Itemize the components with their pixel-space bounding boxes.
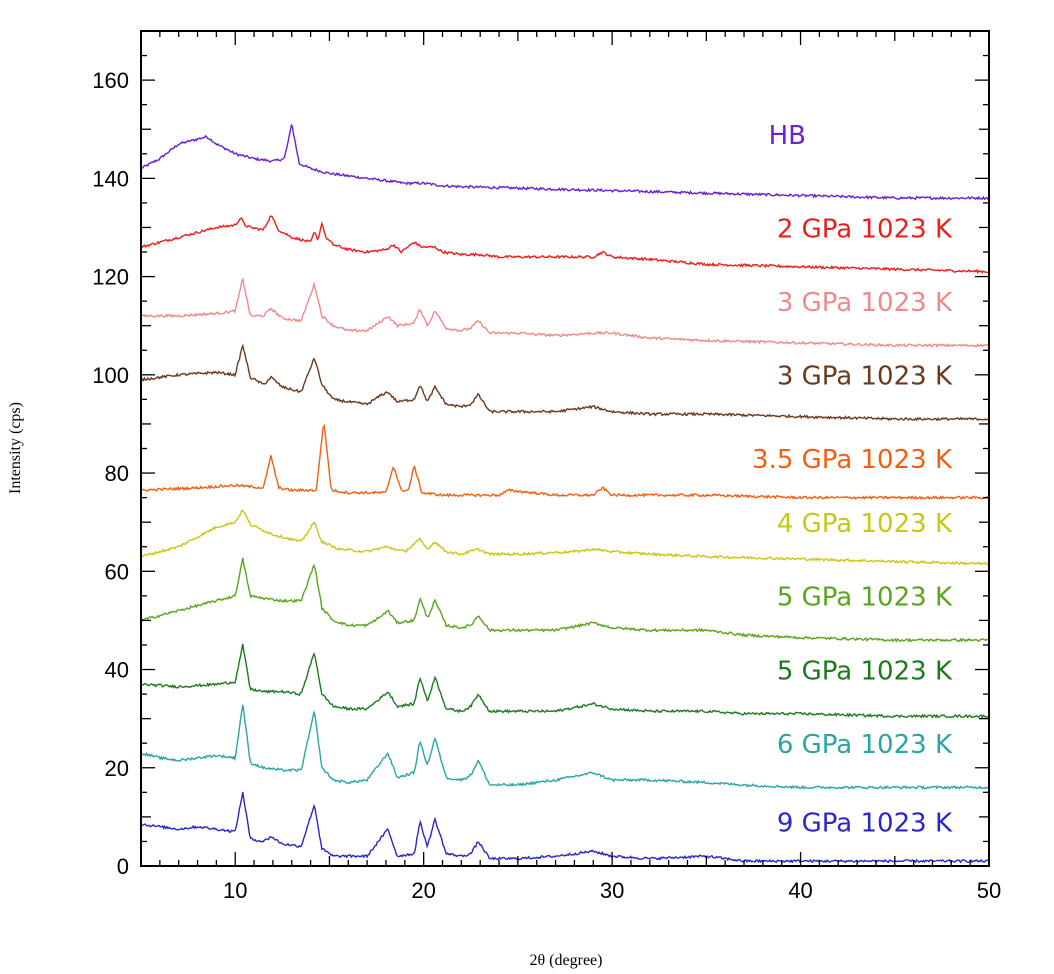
x-tick-label: 40 — [788, 878, 812, 903]
axis-ticks — [140, 30, 990, 867]
series-label: 3.5 GPa 1023 K — [752, 445, 953, 475]
series-label: 2 GPa 1023 K — [777, 214, 953, 244]
series-label: 5 GPa 1023 K — [777, 583, 953, 613]
y-tick-label: 0 — [117, 854, 129, 879]
series-label: HB — [769, 121, 806, 151]
series-line — [140, 343, 990, 422]
series-line — [140, 791, 990, 864]
y-tick-label: 40 — [105, 658, 129, 683]
y-tick-label: 20 — [105, 756, 129, 781]
series-line — [140, 557, 990, 643]
series-layer — [140, 123, 990, 864]
series-line — [140, 643, 990, 719]
x-tick-label: 50 — [977, 878, 1001, 903]
y-tick-label: 160 — [92, 68, 129, 93]
series-label: 6 GPa 1023 K — [777, 730, 953, 760]
y-tick-label: 100 — [92, 363, 129, 388]
axis-tick-labels: 10 20 30 40 50 0 20 40 60 80 100 120 140 160 — [92, 68, 1001, 903]
x-tick-label: 10 — [223, 878, 247, 903]
series-labels: HB 2 GPa 1023 K 3 GPa 1023 K 3 GPa 1023 K 3.… — [752, 121, 953, 839]
series-line — [140, 509, 990, 566]
y-axis-title: Intensity (cps) — [7, 402, 24, 494]
series-label: 3 GPa 1023 K — [777, 362, 953, 392]
y-tick-label: 60 — [105, 559, 129, 584]
series-label: 4 GPa 1023 K — [777, 509, 953, 539]
y-tick-label: 80 — [105, 461, 129, 486]
y-tick-label: 140 — [92, 166, 129, 191]
x-axis-title: 2θ (degree) — [530, 952, 603, 969]
series-label: 5 GPa 1023 K — [777, 656, 953, 686]
series-label: 3 GPa 1023 K — [777, 288, 953, 318]
series-line — [141, 423, 990, 501]
series-line — [140, 215, 990, 275]
x-tick-label: 20 — [411, 878, 435, 903]
series-line — [140, 704, 990, 790]
series-line — [140, 278, 990, 348]
x-tick-label: 30 — [600, 878, 624, 903]
series-line — [140, 123, 990, 201]
series-label: 9 GPa 1023 K — [777, 809, 953, 839]
y-tick-label: 120 — [92, 265, 129, 290]
